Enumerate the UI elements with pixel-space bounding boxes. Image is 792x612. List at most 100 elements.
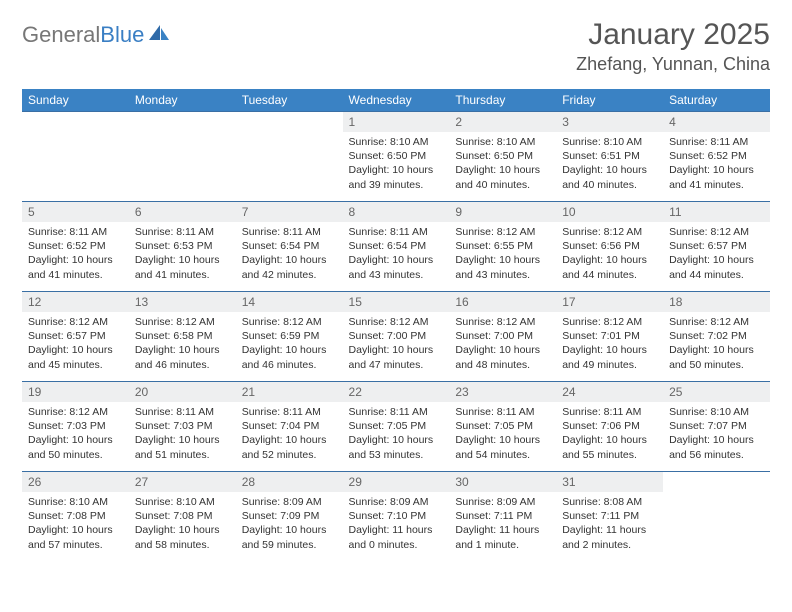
- calendar-day-cell: 3Sunrise: 8:10 AMSunset: 6:51 PMDaylight…: [556, 112, 663, 202]
- day-number: 19: [22, 382, 129, 402]
- day-details: Sunrise: 8:12 AMSunset: 6:56 PMDaylight:…: [556, 222, 663, 286]
- day-number: 20: [129, 382, 236, 402]
- sail-icon: [148, 24, 170, 47]
- day-details: Sunrise: 8:09 AMSunset: 7:10 PMDaylight:…: [343, 492, 450, 556]
- day-number: 23: [449, 382, 556, 402]
- calendar-day-cell: 18Sunrise: 8:12 AMSunset: 7:02 PMDayligh…: [663, 292, 770, 382]
- day-details: Sunrise: 8:09 AMSunset: 7:11 PMDaylight:…: [449, 492, 556, 556]
- day-number: 4: [663, 112, 770, 132]
- calendar-day-cell: 2Sunrise: 8:10 AMSunset: 6:50 PMDaylight…: [449, 112, 556, 202]
- day-details: Sunrise: 8:11 AMSunset: 7:05 PMDaylight:…: [343, 402, 450, 466]
- day-details: Sunrise: 8:12 AMSunset: 7:02 PMDaylight:…: [663, 312, 770, 376]
- calendar-day-cell: 14Sunrise: 8:12 AMSunset: 6:59 PMDayligh…: [236, 292, 343, 382]
- day-number: 18: [663, 292, 770, 312]
- calendar-day-cell: 21Sunrise: 8:11 AMSunset: 7:04 PMDayligh…: [236, 382, 343, 472]
- calendar-week-row: 19Sunrise: 8:12 AMSunset: 7:03 PMDayligh…: [22, 382, 770, 472]
- day-number: 7: [236, 202, 343, 222]
- calendar-week-row: 12Sunrise: 8:12 AMSunset: 6:57 PMDayligh…: [22, 292, 770, 382]
- day-details: Sunrise: 8:12 AMSunset: 6:57 PMDaylight:…: [22, 312, 129, 376]
- day-number: 1: [343, 112, 450, 132]
- calendar-day-cell: 5Sunrise: 8:11 AMSunset: 6:52 PMDaylight…: [22, 202, 129, 292]
- day-details: Sunrise: 8:10 AMSunset: 6:50 PMDaylight:…: [449, 132, 556, 196]
- day-details: Sunrise: 8:10 AMSunset: 6:50 PMDaylight:…: [343, 132, 450, 196]
- calendar-empty-cell: [22, 112, 129, 202]
- calendar-head: SundayMondayTuesdayWednesdayThursdayFrid…: [22, 89, 770, 112]
- calendar-day-cell: 22Sunrise: 8:11 AMSunset: 7:05 PMDayligh…: [343, 382, 450, 472]
- calendar-day-cell: 17Sunrise: 8:12 AMSunset: 7:01 PMDayligh…: [556, 292, 663, 382]
- day-number: 30: [449, 472, 556, 492]
- calendar-day-cell: 29Sunrise: 8:09 AMSunset: 7:10 PMDayligh…: [343, 472, 450, 562]
- calendar-day-cell: 30Sunrise: 8:09 AMSunset: 7:11 PMDayligh…: [449, 472, 556, 562]
- day-details: Sunrise: 8:10 AMSunset: 7:08 PMDaylight:…: [22, 492, 129, 556]
- calendar-day-cell: 23Sunrise: 8:11 AMSunset: 7:05 PMDayligh…: [449, 382, 556, 472]
- brand-part1: General: [22, 22, 100, 47]
- day-details: Sunrise: 8:08 AMSunset: 7:11 PMDaylight:…: [556, 492, 663, 556]
- calendar-day-cell: 26Sunrise: 8:10 AMSunset: 7:08 PMDayligh…: [22, 472, 129, 562]
- day-details: Sunrise: 8:12 AMSunset: 7:00 PMDaylight:…: [449, 312, 556, 376]
- day-details: Sunrise: 8:09 AMSunset: 7:09 PMDaylight:…: [236, 492, 343, 556]
- day-number: 13: [129, 292, 236, 312]
- calendar-day-cell: 7Sunrise: 8:11 AMSunset: 6:54 PMDaylight…: [236, 202, 343, 292]
- day-number: 29: [343, 472, 450, 492]
- day-details: Sunrise: 8:11 AMSunset: 7:04 PMDaylight:…: [236, 402, 343, 466]
- weekday-header: Thursday: [449, 89, 556, 112]
- day-details: Sunrise: 8:11 AMSunset: 7:03 PMDaylight:…: [129, 402, 236, 466]
- calendar-day-cell: 28Sunrise: 8:09 AMSunset: 7:09 PMDayligh…: [236, 472, 343, 562]
- day-details: Sunrise: 8:12 AMSunset: 7:03 PMDaylight:…: [22, 402, 129, 466]
- location: Zhefang, Yunnan, China: [576, 54, 770, 75]
- day-number: 16: [449, 292, 556, 312]
- day-details: Sunrise: 8:10 AMSunset: 7:08 PMDaylight:…: [129, 492, 236, 556]
- brand-logo: GeneralBlue: [22, 18, 170, 48]
- calendar-day-cell: 6Sunrise: 8:11 AMSunset: 6:53 PMDaylight…: [129, 202, 236, 292]
- weekday-header: Wednesday: [343, 89, 450, 112]
- calendar-day-cell: 8Sunrise: 8:11 AMSunset: 6:54 PMDaylight…: [343, 202, 450, 292]
- day-number: 2: [449, 112, 556, 132]
- weekday-header: Saturday: [663, 89, 770, 112]
- day-details: Sunrise: 8:11 AMSunset: 6:54 PMDaylight:…: [236, 222, 343, 286]
- day-details: Sunrise: 8:12 AMSunset: 6:59 PMDaylight:…: [236, 312, 343, 376]
- calendar-body: 1Sunrise: 8:10 AMSunset: 6:50 PMDaylight…: [22, 112, 770, 562]
- day-details: Sunrise: 8:12 AMSunset: 7:00 PMDaylight:…: [343, 312, 450, 376]
- brand-part2: Blue: [100, 22, 144, 47]
- day-number: 12: [22, 292, 129, 312]
- day-details: Sunrise: 8:12 AMSunset: 6:55 PMDaylight:…: [449, 222, 556, 286]
- day-number: 26: [22, 472, 129, 492]
- day-details: Sunrise: 8:11 AMSunset: 6:54 PMDaylight:…: [343, 222, 450, 286]
- day-number: 9: [449, 202, 556, 222]
- day-number: 24: [556, 382, 663, 402]
- day-number: 15: [343, 292, 450, 312]
- calendar-day-cell: 24Sunrise: 8:11 AMSunset: 7:06 PMDayligh…: [556, 382, 663, 472]
- day-number: 21: [236, 382, 343, 402]
- day-details: Sunrise: 8:11 AMSunset: 6:52 PMDaylight:…: [663, 132, 770, 196]
- day-number: 17: [556, 292, 663, 312]
- calendar-day-cell: 15Sunrise: 8:12 AMSunset: 7:00 PMDayligh…: [343, 292, 450, 382]
- day-number: 25: [663, 382, 770, 402]
- day-details: Sunrise: 8:11 AMSunset: 6:53 PMDaylight:…: [129, 222, 236, 286]
- calendar-empty-cell: [236, 112, 343, 202]
- brand-text: GeneralBlue: [22, 22, 144, 48]
- day-number: 10: [556, 202, 663, 222]
- header: GeneralBlue January 2025 Zhefang, Yunnan…: [22, 18, 770, 75]
- calendar-table: SundayMondayTuesdayWednesdayThursdayFrid…: [22, 89, 770, 562]
- weekday-header: Friday: [556, 89, 663, 112]
- day-details: Sunrise: 8:12 AMSunset: 6:58 PMDaylight:…: [129, 312, 236, 376]
- day-details: Sunrise: 8:10 AMSunset: 6:51 PMDaylight:…: [556, 132, 663, 196]
- calendar-day-cell: 20Sunrise: 8:11 AMSunset: 7:03 PMDayligh…: [129, 382, 236, 472]
- title-block: January 2025 Zhefang, Yunnan, China: [576, 18, 770, 75]
- day-number: 31: [556, 472, 663, 492]
- weekday-header: Sunday: [22, 89, 129, 112]
- calendar-week-row: 26Sunrise: 8:10 AMSunset: 7:08 PMDayligh…: [22, 472, 770, 562]
- calendar-day-cell: 11Sunrise: 8:12 AMSunset: 6:57 PMDayligh…: [663, 202, 770, 292]
- day-details: Sunrise: 8:10 AMSunset: 7:07 PMDaylight:…: [663, 402, 770, 466]
- day-number: 5: [22, 202, 129, 222]
- calendar-empty-cell: [129, 112, 236, 202]
- calendar-day-cell: 4Sunrise: 8:11 AMSunset: 6:52 PMDaylight…: [663, 112, 770, 202]
- calendar-day-cell: 10Sunrise: 8:12 AMSunset: 6:56 PMDayligh…: [556, 202, 663, 292]
- day-number: 3: [556, 112, 663, 132]
- month-title: January 2025: [576, 18, 770, 52]
- calendar-day-cell: 13Sunrise: 8:12 AMSunset: 6:58 PMDayligh…: [129, 292, 236, 382]
- calendar-week-row: 1Sunrise: 8:10 AMSunset: 6:50 PMDaylight…: [22, 112, 770, 202]
- day-number: 6: [129, 202, 236, 222]
- calendar-empty-cell: [663, 472, 770, 562]
- day-number: 8: [343, 202, 450, 222]
